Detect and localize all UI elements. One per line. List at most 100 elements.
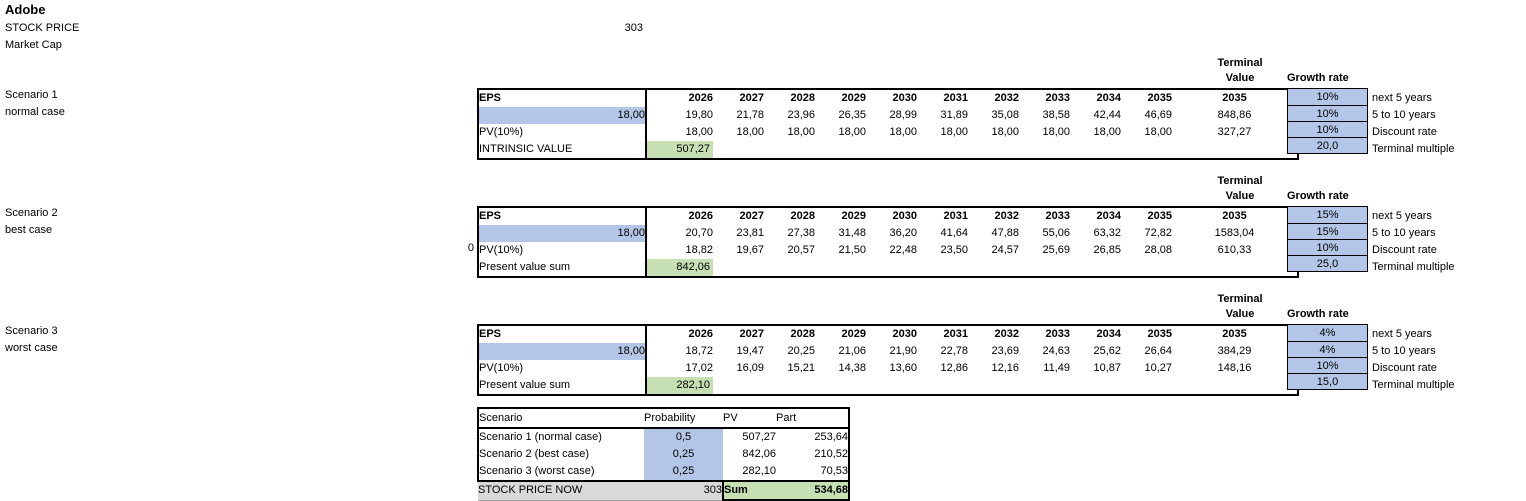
year-header-cell[interactable]: 2032	[994, 92, 1019, 104]
stock-price-now-label[interactable]: STOCK PRICE NOW	[478, 481, 644, 501]
year-header-cell[interactable]: 2033	[1045, 92, 1070, 104]
start-eps-input-cell[interactable]: 18,00	[478, 107, 647, 124]
growth-rate-label[interactable]: next 5 years	[1372, 328, 1432, 340]
sum-value-chip[interactable]: 842,06	[647, 259, 713, 276]
growth-rate-header[interactable]: Growth rate	[1287, 308, 1349, 320]
pv-value-cell[interactable]: 15,21	[787, 362, 815, 374]
year-header-cell[interactable]: 2028	[790, 92, 815, 104]
eps-value-cell[interactable]: 20,70	[685, 227, 713, 239]
growth-rate-cell[interactable]: 15%	[1287, 206, 1368, 224]
empty-cell[interactable]	[866, 377, 917, 395]
probability-cell[interactable]: 0,25	[644, 463, 723, 481]
empty-cell[interactable]	[815, 377, 866, 395]
pv-value-cell[interactable]: 18,82	[685, 244, 713, 256]
eps-value-cell[interactable]: 31,48	[838, 227, 866, 239]
year-header-cell[interactable]: 2026	[688, 328, 713, 340]
pv-value-cell[interactable]: 20,57	[787, 244, 815, 256]
growth-rate-header[interactable]: Growth rate	[1287, 190, 1349, 202]
pv-value-cell[interactable]: 18,00	[991, 126, 1019, 138]
pv-cell[interactable]: 507,27	[742, 431, 776, 443]
year-header-cell[interactable]: 2031	[943, 210, 968, 222]
scenario-label-cell[interactable]: Scenario 1 (normal case)	[479, 431, 602, 443]
probability-cell[interactable]: 0,25	[644, 446, 723, 463]
pv-value-cell[interactable]: 24,57	[991, 244, 1019, 256]
eps-value-cell[interactable]: 20,25	[787, 345, 815, 357]
growth-rate-cell[interactable]: 15%	[1287, 223, 1368, 240]
year-header-cell[interactable]: 2027	[739, 92, 764, 104]
growth-rate-label[interactable]: 5 to 10 years	[1372, 227, 1436, 239]
eps-value-cell[interactable]: 23,81	[736, 227, 764, 239]
eps-value-cell[interactable]: 42,44	[1093, 109, 1121, 121]
sum-value-chip[interactable]: 282,10	[647, 377, 713, 394]
empty-cell[interactable]	[1019, 141, 1070, 159]
growth-rate-cell[interactable]: 4%	[1287, 341, 1368, 358]
terminal-pv-cell[interactable]: 327,27	[1217, 126, 1252, 138]
empty-cell[interactable]	[968, 141, 1019, 159]
empty-cell[interactable]	[1070, 141, 1121, 159]
pv-label-cell[interactable]: PV(10%)	[478, 124, 647, 141]
sum-value-cell[interactable]: 282,10	[646, 377, 713, 395]
eps-value-cell[interactable]: 38,58	[1042, 109, 1070, 121]
year-header-cell[interactable]: 2035	[1147, 328, 1172, 340]
empty-cell[interactable]	[1121, 377, 1172, 395]
stock-price-label[interactable]: STOCK PRICE	[5, 22, 80, 34]
growth-rate-label[interactable]: Discount rate	[1372, 126, 1437, 138]
pv-value-cell[interactable]: 26,85	[1093, 244, 1121, 256]
year-header-cell[interactable]: 2031	[943, 92, 968, 104]
sum-label-cell[interactable]: Sum	[722, 480, 776, 501]
growth-rate-label[interactable]: Discount rate	[1372, 362, 1437, 374]
growth-rate-label[interactable]: Terminal multiple	[1372, 143, 1455, 155]
year-header-cell[interactable]: 2029	[841, 210, 866, 222]
summary-header-probability[interactable]: Probability	[644, 408, 723, 429]
empty-cell[interactable]	[1019, 259, 1070, 277]
empty-cell[interactable]	[1121, 259, 1172, 277]
empty-cell[interactable]	[764, 377, 815, 395]
pv-value-cell[interactable]: 18,00	[787, 126, 815, 138]
growth-rate-label[interactable]: Terminal multiple	[1372, 261, 1455, 273]
empty-cell[interactable]	[968, 259, 1019, 277]
pv-value-cell[interactable]: 19,67	[736, 244, 764, 256]
eps-value-cell[interactable]: 72,82	[1144, 227, 1172, 239]
pv-value-cell[interactable]: 18,00	[1144, 126, 1172, 138]
eps-value-cell[interactable]: 55,06	[1042, 227, 1070, 239]
part-cell[interactable]: 253,64	[814, 431, 848, 443]
growth-rate-cell[interactable]: 10%	[1287, 357, 1368, 374]
growth-rate-cell[interactable]: 4%	[1287, 324, 1368, 342]
eps-value-cell[interactable]: 19,47	[736, 345, 764, 357]
sum-label-cell[interactable]: Present value sum	[478, 259, 647, 277]
empty-cell[interactable]	[1070, 259, 1121, 277]
pv-value-cell[interactable]: 18,00	[685, 126, 713, 138]
eps-value-cell[interactable]: 25,62	[1093, 345, 1121, 357]
year-header-cell[interactable]: 2026	[688, 92, 713, 104]
part-cell[interactable]: 70,53	[820, 465, 848, 477]
year-header-cell[interactable]: 2028	[790, 210, 815, 222]
eps-value-cell[interactable]: 18,72	[685, 345, 713, 357]
growth-rate-cell[interactable]: 25,0	[1287, 255, 1368, 272]
year-header-cell[interactable]: 2034	[1096, 92, 1121, 104]
empty-cell[interactable]	[917, 141, 968, 159]
empty-cell[interactable]	[917, 377, 968, 395]
pv-label-cell[interactable]: PV(10%)	[478, 242, 647, 259]
growth-rate-cell[interactable]: 10%	[1287, 121, 1368, 138]
scenario-label-cell[interactable]: Scenario 3 (worst case)	[479, 465, 595, 477]
pv-value-cell[interactable]: 12,86	[940, 362, 968, 374]
eps-value-cell[interactable]: 26,35	[838, 109, 866, 121]
empty-cell[interactable]	[1070, 377, 1121, 395]
empty-cell[interactable]	[713, 377, 764, 395]
year-header-cell[interactable]: 2030	[892, 92, 917, 104]
pv-value-cell[interactable]: 18,00	[940, 126, 968, 138]
pv-value-cell[interactable]: 28,08	[1144, 244, 1172, 256]
eps-value-cell[interactable]: 21,78	[736, 109, 764, 121]
pv-value-cell[interactable]: 18,00	[1042, 126, 1070, 138]
pv-value-cell[interactable]: 21,50	[838, 244, 866, 256]
eps-value-cell[interactable]: 47,88	[991, 227, 1019, 239]
sum-value-cell[interactable]: 842,06	[646, 259, 713, 277]
growth-rate-label[interactable]: Discount rate	[1372, 244, 1437, 256]
year-header-cell[interactable]: 2033	[1045, 328, 1070, 340]
terminal-year-header-cell[interactable]: 2035	[1222, 210, 1247, 222]
eps-value-cell[interactable]: 28,99	[889, 109, 917, 121]
empty-cell[interactable]	[1172, 141, 1298, 159]
growth-rate-cell[interactable]: 15,0	[1287, 373, 1368, 390]
empty-cell[interactable]	[815, 259, 866, 277]
empty-cell[interactable]	[866, 141, 917, 159]
